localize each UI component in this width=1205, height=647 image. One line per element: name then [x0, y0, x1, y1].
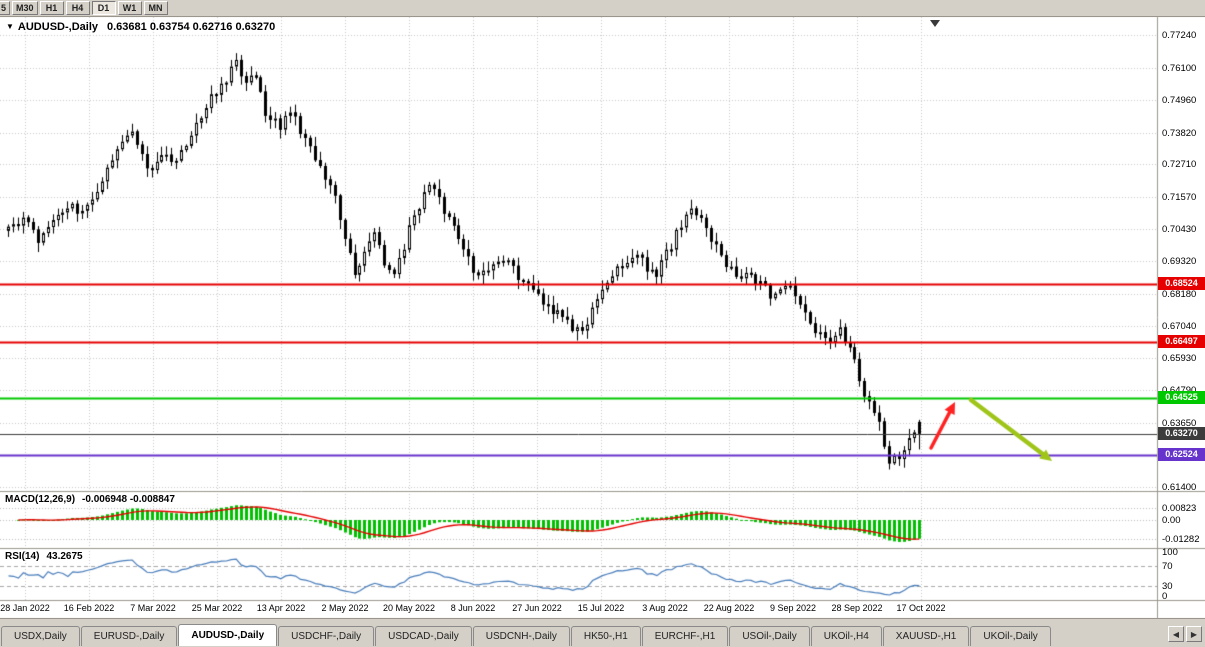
price-level-badge: 0.66497	[1158, 335, 1205, 349]
rsi-axis-label: 100	[1162, 547, 1178, 558]
price-axis-label: 0.77240	[1162, 30, 1197, 41]
price-level-badge: 0.68524	[1158, 277, 1205, 291]
macd-label: MACD(12,26,9)	[5, 494, 76, 505]
date-axis-label: 9 Sep 2022	[769, 603, 817, 613]
price-axis-label: 0.64790	[1162, 385, 1196, 396]
tab-usoil-daily[interactable]: USOil-,Daily	[729, 626, 810, 646]
date-axis-label: 25 Mar 2022	[191, 603, 243, 613]
macd-axis-label: 0.00	[1162, 515, 1181, 526]
date-axis-label: 13 Apr 2022	[256, 603, 306, 613]
timeframe-button-m30[interactable]: M30	[12, 1, 38, 15]
price-level-badge: 0.63270	[1158, 427, 1205, 441]
price-level-badge: 0.62524	[1158, 448, 1205, 462]
tab-xauusd-h1[interactable]: XAUUSD-,H1	[882, 626, 970, 646]
tab-usdchf-daily[interactable]: USDCHF-,Daily	[278, 626, 375, 646]
date-axis-label: 17 Oct 2022	[896, 603, 946, 613]
rsi-axis-label: 30	[1162, 580, 1173, 592]
rsi-axis-label: 70	[1162, 561, 1173, 573]
price-axis-label: 0.61400	[1162, 482, 1197, 493]
price-axis-label: 0.69320	[1162, 256, 1197, 267]
tab-ukoil-h4[interactable]: UKOil-,H4	[810, 626, 882, 646]
macd-axis-label: 0.00823	[1162, 502, 1197, 514]
date-axis-label: 22 Aug 2022	[703, 603, 755, 613]
symbol-dropdown-icon: ▼	[6, 22, 14, 31]
date-axis-label: 28 Sep 2022	[831, 603, 883, 613]
tab-scroll-right-button[interactable]: ▶	[1186, 626, 1202, 642]
rsi-value: 43.2675	[46, 551, 83, 562]
chart-tabs: USDX,Daily EURUSD-,Daily AUDUSD-,Daily USDC…	[1, 624, 1052, 646]
date-axis-label: 16 Feb 2022	[63, 603, 115, 613]
price-axis-label: 0.76100	[1162, 62, 1197, 74]
symbol-ohlc-values: 0.63681 0.63754 0.62716 0.63270	[107, 21, 276, 33]
tab-hk50-h1[interactable]: HK50-,H1	[570, 626, 641, 646]
date-axis-label: 3 Aug 2022	[642, 603, 688, 613]
tab-audusd-daily[interactable]: AUDUSD-,Daily	[178, 624, 278, 646]
macd-axis-label: -0.01282	[1162, 533, 1200, 545]
macd-values: -0.006948 -0.008847	[82, 494, 175, 505]
tab-ukoil-daily[interactable]: UKOil-,Daily	[970, 626, 1051, 646]
tab-usdcnh-daily[interactable]: USDCNH-,Daily	[472, 626, 570, 646]
date-axis-label: 2 May 2022	[321, 603, 369, 613]
timeframe-toolbar: 5 M30 H1 H4 D1 W1 MN	[0, 0, 1205, 17]
price-axis-label: 0.67040	[1162, 321, 1197, 333]
tab-usdcad-daily[interactable]: USDCAD-,Daily	[375, 626, 472, 646]
price-axis-label: 0.73820	[1162, 127, 1197, 139]
date-axis-label: 7 Mar 2022	[130, 603, 176, 613]
date-axis-label: 28 Jan 2022	[0, 603, 50, 613]
price-axis-label: 0.71570	[1162, 191, 1197, 203]
rsi-axis-label: 0	[1162, 591, 1168, 602]
tab-scroll-left-button[interactable]: ◀	[1168, 626, 1184, 642]
date-axis-label: 15 Jul 2022	[577, 603, 625, 613]
date-axis-label: 8 Jun 2022	[450, 603, 496, 613]
timeframe-button-h1[interactable]: H1	[39, 1, 64, 15]
price-level-badge: 0.64525	[1158, 391, 1205, 405]
price-axis-label: 0.65930	[1162, 352, 1197, 364]
date-axis-label: 20 May 2022	[382, 603, 436, 613]
price-axis-label: 0.74960	[1162, 95, 1197, 107]
timeframe-button-5[interactable]: 5	[0, 1, 11, 15]
timeframe-button-w1[interactable]: W1	[117, 1, 142, 15]
timeframe-button-h4[interactable]: H4	[65, 1, 90, 15]
timeframe-button-d1[interactable]: D1	[91, 1, 116, 15]
tab-scroll-buttons: ◀ ▶	[1168, 626, 1202, 642]
rsi-indicator-title: RSI(14) 43.2675	[5, 551, 83, 562]
chart-shift-marker-icon[interactable]	[930, 20, 940, 27]
timeframe-button-mn[interactable]: MN	[143, 1, 168, 15]
tab-usdx-daily[interactable]: USDX,Daily	[1, 626, 80, 646]
chart-tab-bar: USDX,Daily EURUSD-,Daily AUDUSD-,Daily USDC…	[0, 618, 1205, 647]
tab-eurusd-daily[interactable]: EURUSD-,Daily	[80, 626, 178, 646]
tab-eurchf-h1[interactable]: EURCHF-,H1	[641, 626, 729, 646]
chart-symbol-title: ▼ AUDUSD-,Daily 0.63681 0.63754 0.62716 0.…	[6, 21, 275, 33]
price-axis-label: 0.63650	[1162, 417, 1197, 429]
price-axis-label: 0.70430	[1162, 224, 1197, 236]
price-axis-label: 0.68180	[1162, 288, 1197, 300]
price-axis-label: 0.72710	[1162, 159, 1197, 171]
macd-indicator-title: MACD(12,26,9) -0.006948 -0.008847	[5, 494, 175, 505]
rsi-label: RSI(14)	[5, 551, 40, 562]
date-axis-label: 27 Jun 2022	[512, 603, 562, 613]
symbol-label: AUDUSD-,Daily	[17, 21, 98, 33]
